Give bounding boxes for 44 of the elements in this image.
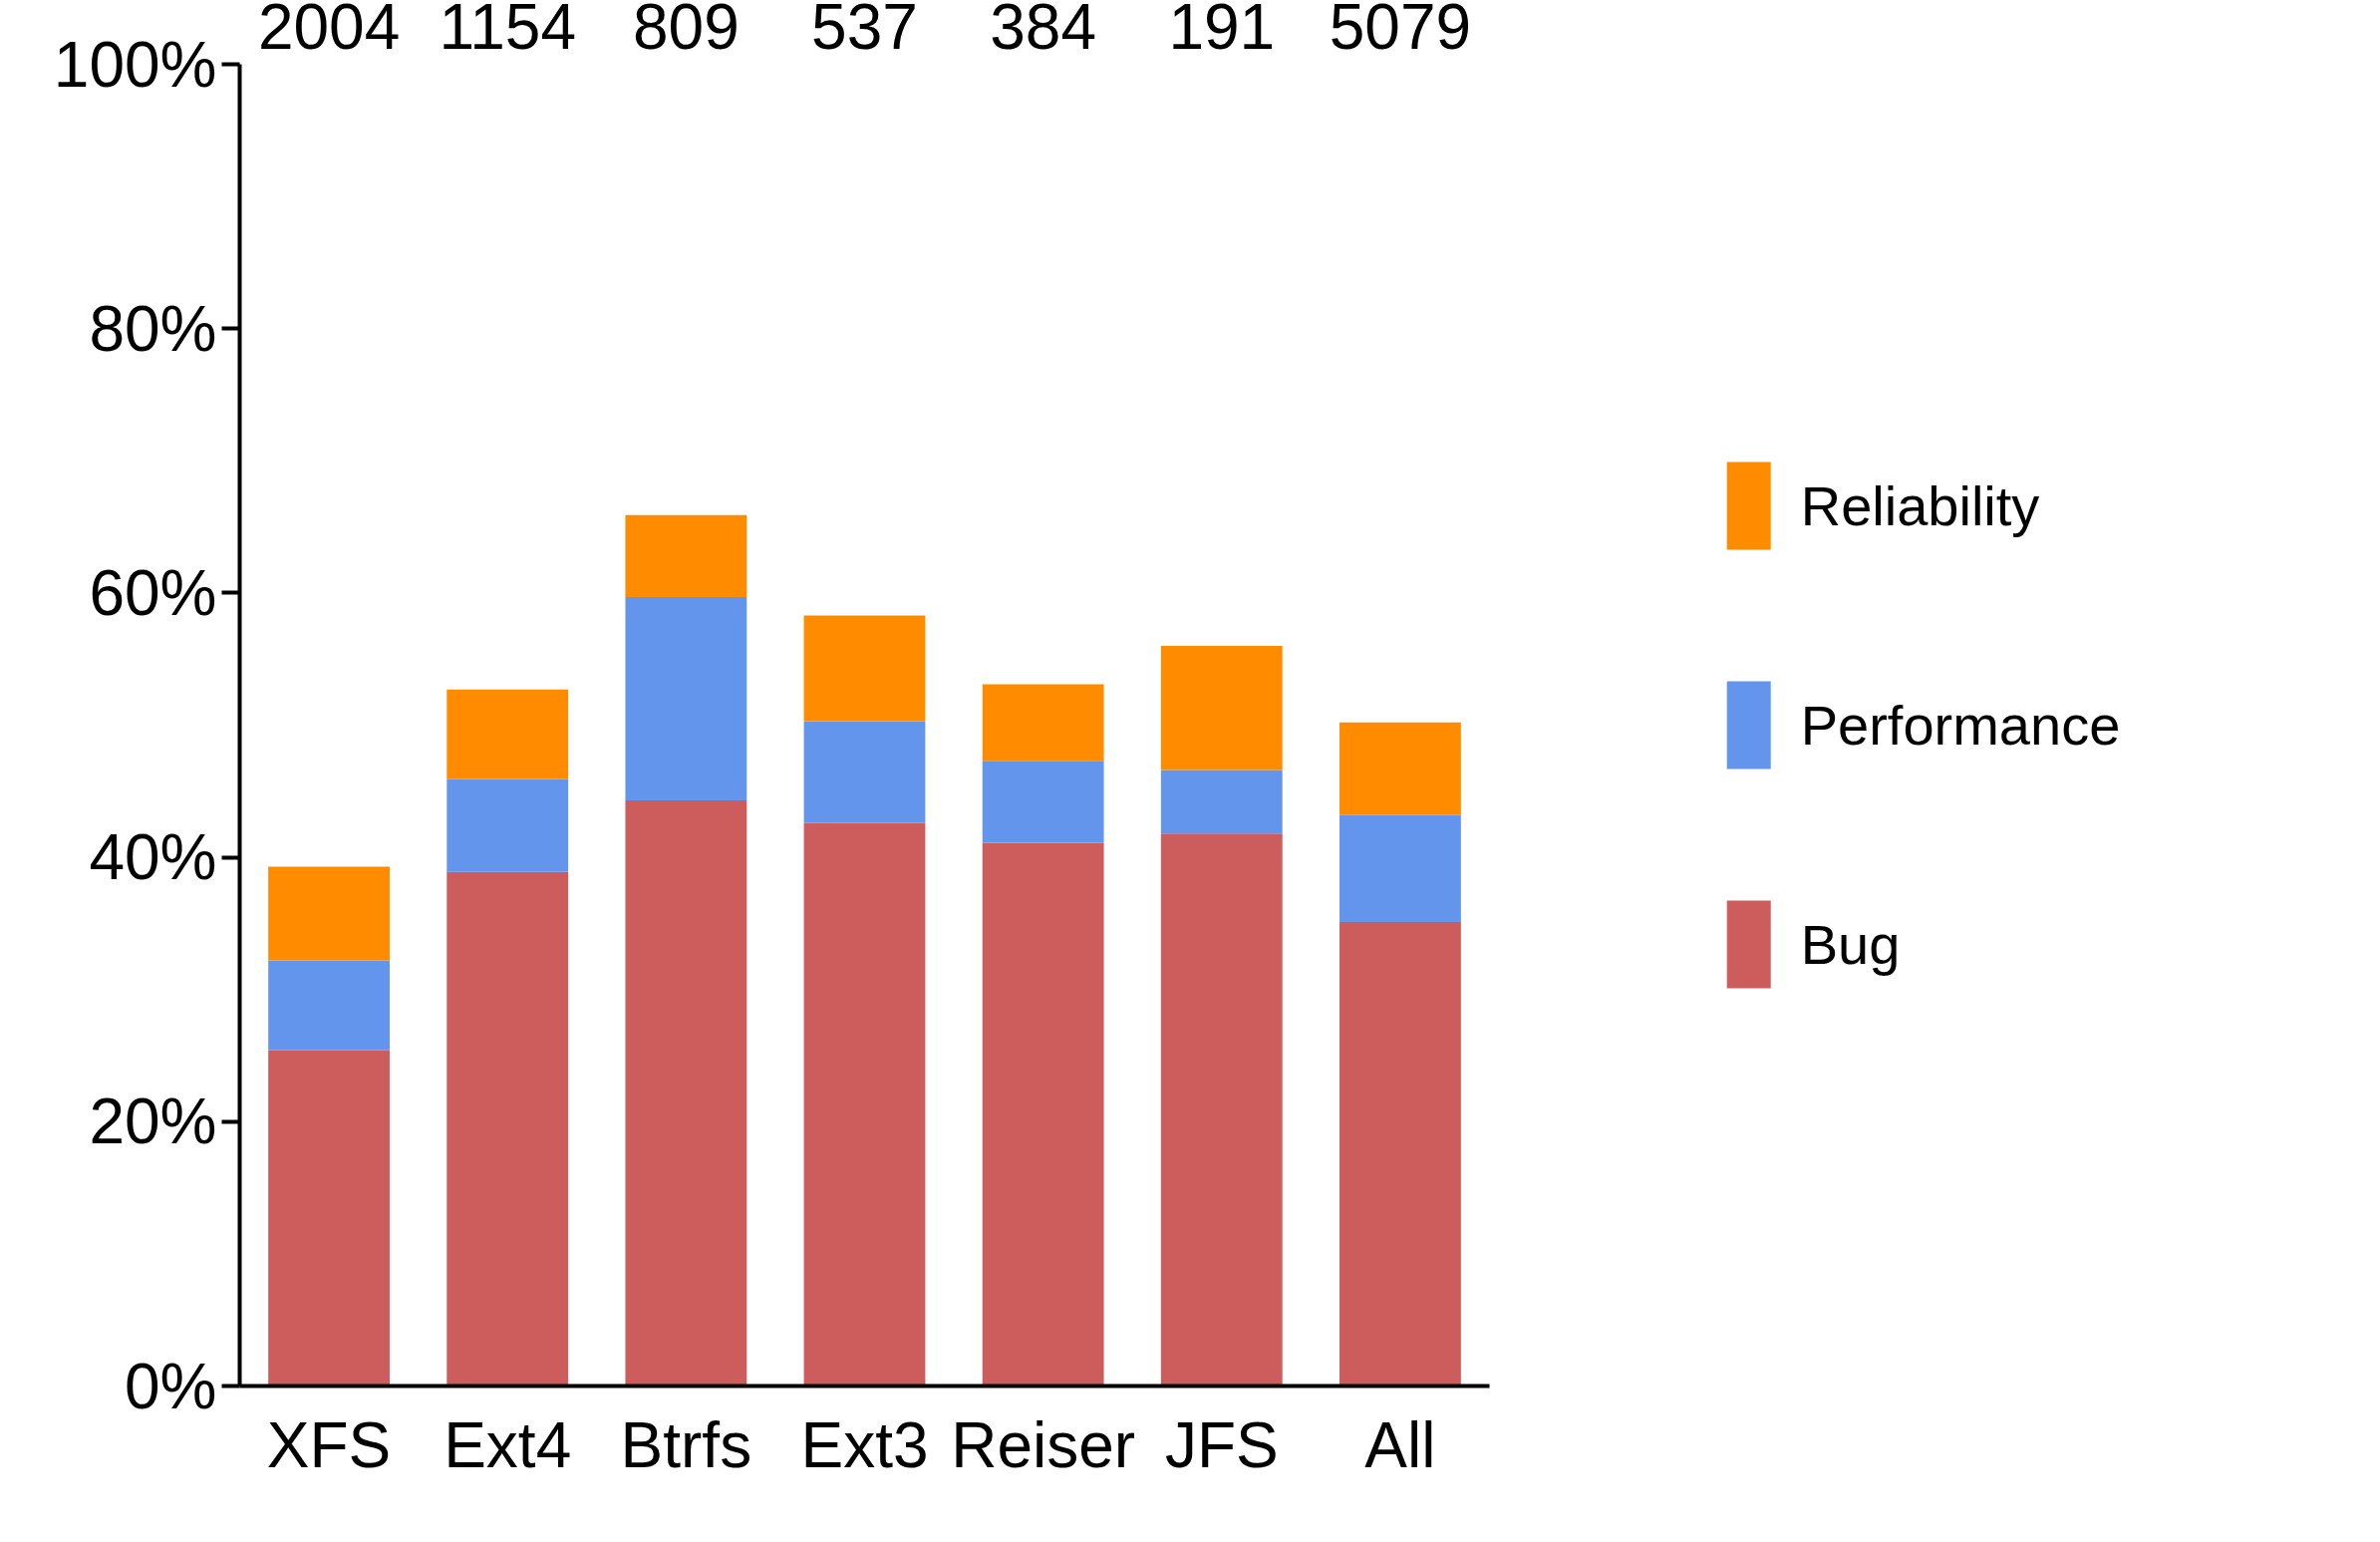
legend-label: Reliability: [1800, 472, 2040, 538]
text: 2004: [257, 0, 401, 63]
x-tick-label: Ext4: [444, 1408, 572, 1481]
bar: [268, 1050, 390, 1387]
y-tick-label: 40%: [89, 821, 217, 894]
bar: [1160, 833, 1283, 1387]
x-tick-label: Btrfs: [620, 1408, 752, 1481]
x-tick-label: XFS: [266, 1408, 392, 1481]
text: 384: [990, 0, 1097, 63]
bar: [982, 684, 1104, 762]
x-tick-label: All: [1364, 1408, 1436, 1481]
x-tick-label: Reiser: [951, 1408, 1136, 1481]
bar: [268, 866, 390, 961]
x-tick-label: JFS: [1164, 1408, 1279, 1481]
bar: [446, 689, 569, 779]
text: 537: [811, 0, 918, 63]
bar: [446, 871, 569, 1387]
bar: [446, 778, 569, 872]
bar: [982, 842, 1104, 1387]
bar: [1339, 814, 1461, 923]
y-tick-label: 80%: [89, 292, 217, 365]
bar: [1339, 922, 1461, 1387]
y-tick-label: 60%: [89, 556, 217, 629]
bar: [803, 822, 926, 1387]
bar: [1339, 722, 1461, 815]
bar: [982, 761, 1104, 843]
text: 191: [1168, 0, 1276, 63]
bar: [625, 514, 747, 597]
bar: [268, 960, 390, 1051]
bar: [1160, 645, 1283, 771]
bar: [625, 596, 747, 801]
bar: [803, 615, 926, 722]
y-tick-label: 0%: [125, 1350, 217, 1422]
y-tick-label: 100%: [53, 28, 217, 101]
bar: [625, 800, 747, 1387]
bar: [1160, 770, 1283, 834]
legend-label: Bug: [1800, 911, 1901, 977]
x-tick-label: Ext3: [800, 1408, 929, 1481]
bar: [803, 721, 926, 823]
y-tick-label: 20%: [89, 1085, 217, 1158]
text: 1154: [439, 0, 577, 63]
text: 809: [632, 0, 740, 63]
legend-label: Performance: [1800, 692, 2121, 758]
text: 5079: [1329, 0, 1472, 63]
